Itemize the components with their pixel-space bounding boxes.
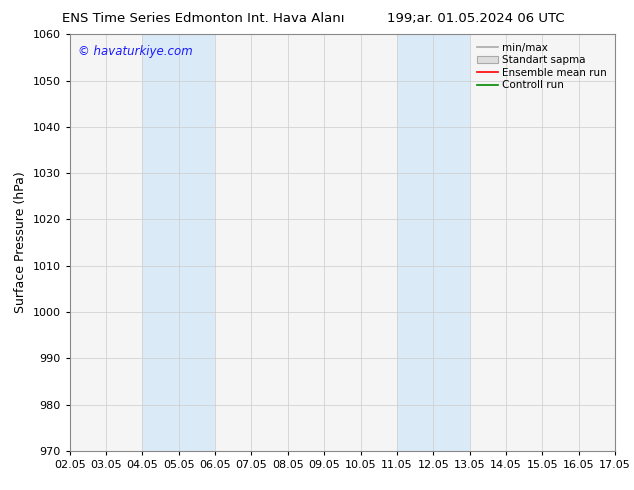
Bar: [397, 34, 470, 451]
Legend: min/max, Standart sapma, Ensemble mean run, Controll run: min/max, Standart sapma, Ensemble mean r…: [474, 40, 610, 94]
Bar: [143, 34, 215, 451]
Y-axis label: Surface Pressure (hPa): Surface Pressure (hPa): [14, 172, 27, 314]
Text: ENS Time Series Edmonton Int. Hava Alanı: ENS Time Series Edmonton Int. Hava Alanı: [61, 12, 344, 25]
Text: 199;ar. 01.05.2024 06 UTC: 199;ar. 01.05.2024 06 UTC: [387, 12, 564, 25]
Text: © havaturkiye.com: © havaturkiye.com: [78, 45, 193, 58]
